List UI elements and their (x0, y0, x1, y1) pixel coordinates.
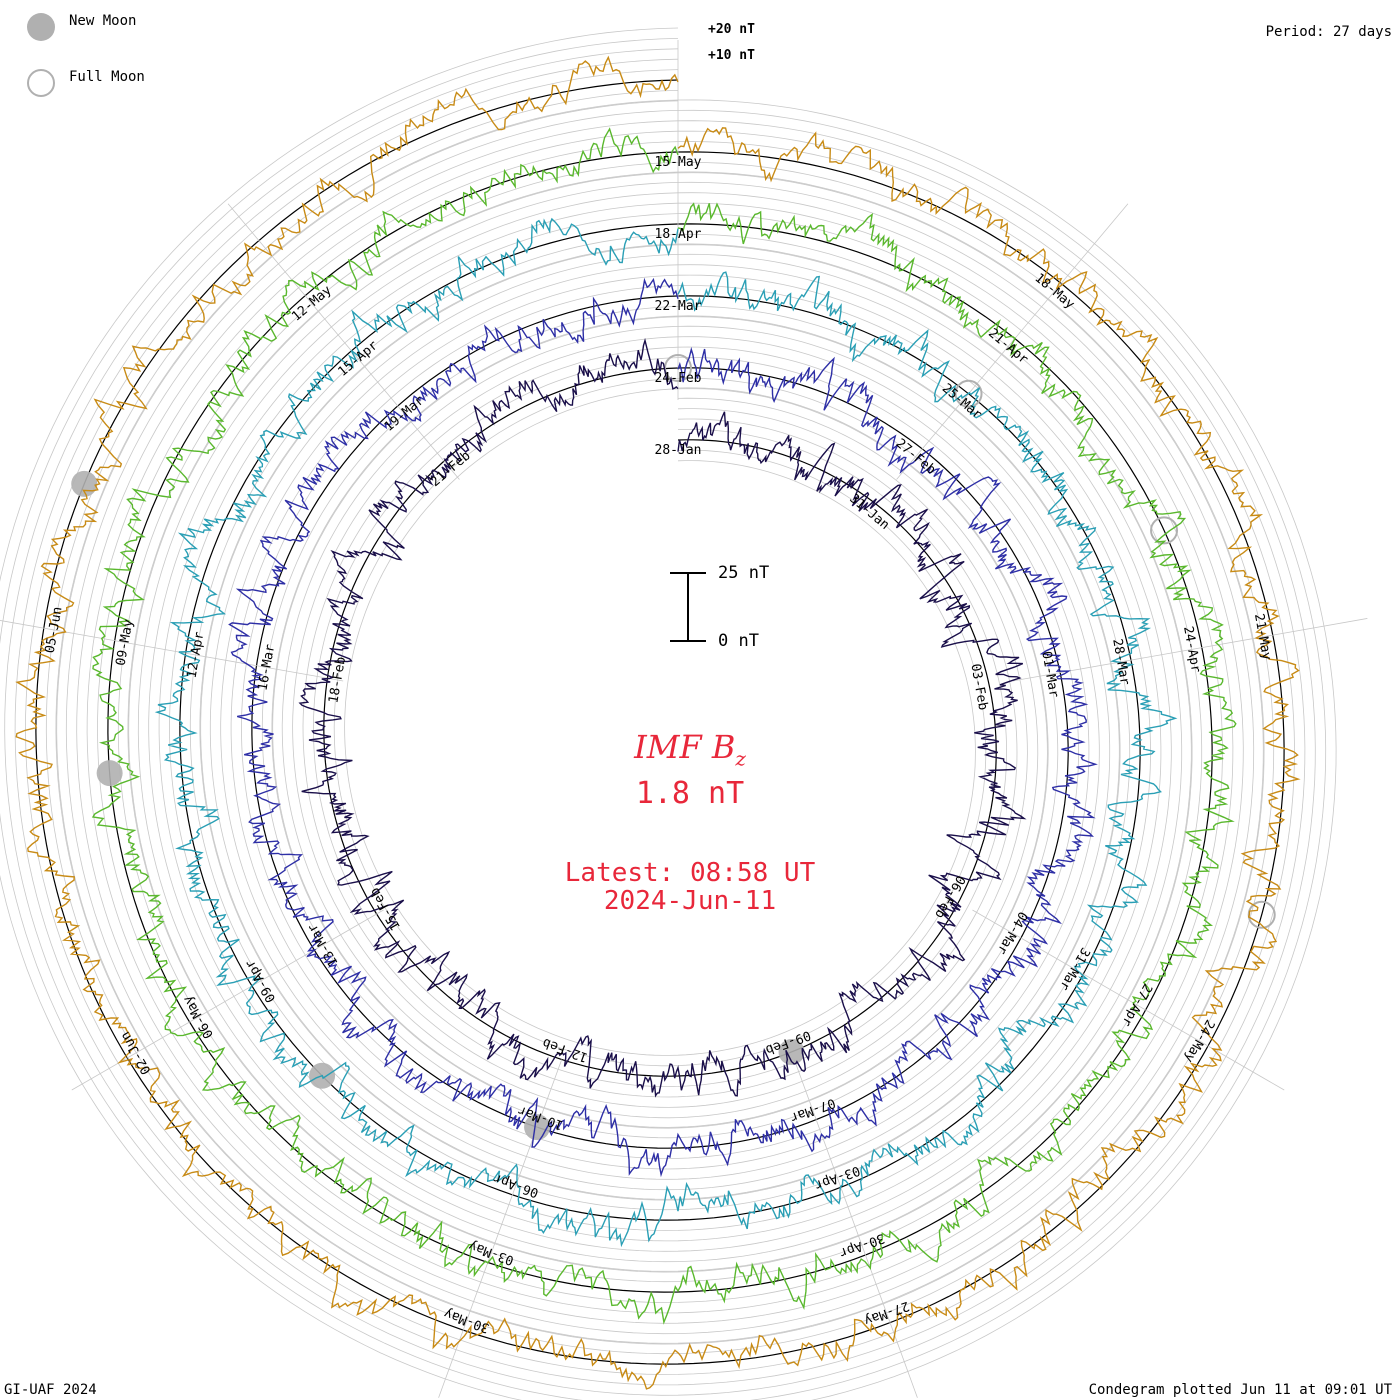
ring-scale: +20 nT +10 nT (708, 22, 755, 63)
date-label: 31-Mar (1056, 945, 1093, 993)
new-moon-icon (27, 13, 55, 41)
trace-rotation-2 (228, 277, 1098, 1178)
legend-new-moon: New Moon (27, 13, 136, 41)
ring-scale-plus20-label: +20 nT (708, 22, 755, 37)
new-moon-marker (778, 1038, 805, 1065)
scale-bar (670, 572, 708, 642)
radial-spoke (0, 620, 344, 682)
grid-spiral (4, 48, 1316, 1396)
radial-spoke (227, 203, 460, 480)
period-label: Period: 27 days (1265, 24, 1392, 40)
scale-bar-bottom-label: 0 nT (718, 631, 759, 651)
date-label: 28-Jan (655, 443, 702, 458)
latest-time: Latest: 08:58 UT (564, 858, 816, 888)
chart-title-subscript: z (735, 746, 746, 771)
radial-spoke (71, 909, 384, 1091)
ring-scale-plus10-label: +10 nT (708, 48, 755, 63)
trace-rotation-3 (154, 217, 1178, 1248)
trace-rotation-4 (91, 127, 1237, 1325)
legend-new-moon-label: New Moon (69, 13, 137, 29)
full-moon-icon (27, 69, 55, 97)
legend-full-moon: Full Moon (27, 69, 145, 97)
date-label: 24-Feb (655, 371, 702, 386)
legend-full-moon-label: Full Moon (69, 69, 145, 85)
latest-value: 1.8 nT (635, 776, 745, 811)
radial-spoke (1012, 618, 1368, 682)
new-moon-marker (96, 760, 123, 787)
date-label: 27-Apr (1118, 981, 1155, 1029)
radial-spoke (793, 1059, 918, 1398)
date-label: 18-Apr (655, 227, 702, 242)
date-label: 03-Feb (967, 663, 990, 712)
full-moon-marker (954, 379, 983, 408)
grid-spiral (0, 27, 1337, 1400)
footer-plot-time: Condegram plotted Jun 11 at 09:01 UT (1088, 1382, 1392, 1398)
chart-title: IMF Bz (450, 728, 930, 770)
zero-baseline-spiral (35, 79, 1285, 1365)
grid-spiral (14, 58, 1306, 1386)
trace-rotation-5 (15, 55, 1301, 1390)
full-moon-marker (1150, 516, 1179, 545)
scale-bar-top-label: 25 nT (718, 563, 770, 583)
footer-credit: GI-UAF 2024 (4, 1382, 97, 1398)
radial-spoke (972, 909, 1285, 1091)
chart-title-main: IMF B (634, 728, 736, 766)
grid-spiral (56, 100, 1264, 1344)
data-traces (15, 55, 1301, 1390)
date-label: 24-Apr (1180, 625, 1203, 674)
date-label: 15-May (655, 155, 702, 170)
trace-rotation-1 (298, 337, 1027, 1098)
grid-spiral (0, 38, 1327, 1400)
latest-date: 2024-Jun-11 (603, 886, 777, 916)
date-label: 04-Mar (994, 909, 1031, 957)
radial-spoke (896, 203, 1129, 480)
date-label: 22-Mar (655, 299, 702, 314)
